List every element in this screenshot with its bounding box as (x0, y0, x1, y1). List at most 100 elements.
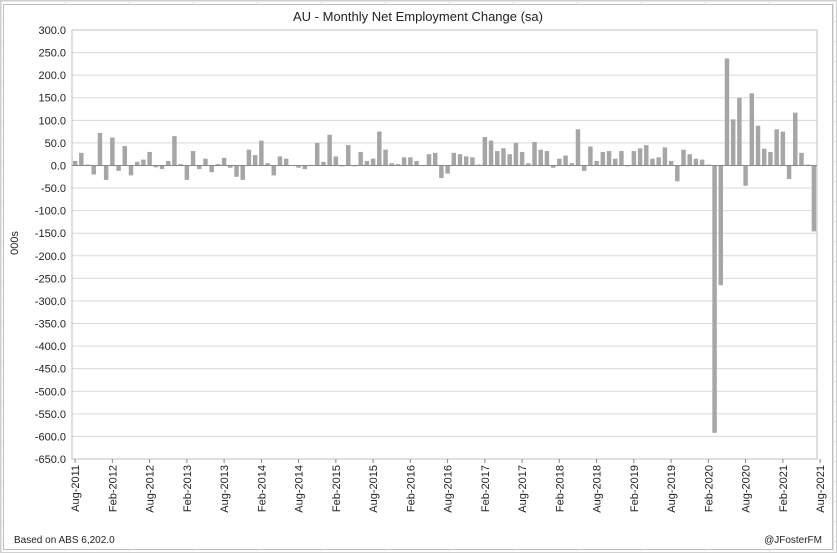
bar[interactable] (277, 156, 283, 166)
bar[interactable] (600, 151, 606, 166)
bar[interactable] (147, 151, 152, 166)
bar[interactable] (271, 165, 277, 176)
bar[interactable] (749, 93, 755, 166)
bar[interactable] (72, 160, 78, 166)
bar[interactable] (128, 165, 134, 176)
bar[interactable] (265, 163, 270, 166)
bar[interactable] (662, 147, 668, 166)
bar[interactable] (768, 151, 773, 166)
bar[interactable] (526, 163, 531, 166)
bar[interactable] (786, 165, 792, 180)
bar[interactable] (358, 151, 363, 166)
bar[interactable] (482, 137, 488, 166)
bar[interactable] (97, 132, 103, 166)
bar[interactable] (103, 165, 109, 180)
bar[interactable] (637, 148, 643, 166)
bar[interactable] (575, 129, 581, 166)
bar[interactable] (557, 158, 562, 166)
bar[interactable] (408, 157, 413, 166)
bar[interactable] (165, 160, 171, 166)
bar[interactable] (134, 161, 140, 166)
bar[interactable] (501, 148, 506, 166)
bar[interactable] (507, 154, 512, 166)
bar[interactable] (203, 158, 208, 166)
bar[interactable] (432, 152, 438, 166)
bar[interactable] (110, 137, 115, 166)
bar[interactable] (321, 161, 326, 166)
bar[interactable] (681, 149, 686, 166)
bar[interactable] (513, 142, 519, 166)
bar[interactable] (383, 149, 388, 166)
bar[interactable] (414, 160, 419, 166)
bar[interactable] (401, 157, 407, 166)
bar[interactable] (141, 159, 146, 166)
bar[interactable] (799, 152, 804, 166)
bar[interactable] (793, 112, 798, 166)
bar[interactable] (159, 165, 165, 170)
bar[interactable] (364, 160, 370, 166)
bar[interactable] (377, 131, 382, 166)
bar[interactable] (221, 157, 227, 166)
bar[interactable] (426, 154, 432, 166)
bar[interactable] (79, 152, 84, 166)
bar[interactable] (693, 158, 699, 166)
bar[interactable] (209, 165, 214, 173)
bar[interactable] (606, 151, 612, 166)
bar[interactable] (172, 136, 177, 166)
bar[interactable] (650, 158, 655, 166)
bar[interactable] (451, 152, 457, 166)
bar[interactable] (730, 119, 736, 166)
bar[interactable] (296, 165, 301, 168)
bar[interactable] (538, 149, 543, 166)
bar[interactable] (644, 145, 649, 166)
bar[interactable] (699, 159, 705, 166)
bar[interactable] (581, 165, 587, 171)
bar[interactable] (755, 125, 761, 166)
bar[interactable] (215, 164, 221, 166)
bar[interactable] (197, 165, 202, 170)
bar[interactable] (228, 165, 233, 168)
bar[interactable] (283, 158, 289, 166)
bar[interactable] (495, 151, 500, 166)
bar[interactable] (240, 165, 245, 180)
bar[interactable] (563, 155, 568, 166)
bar[interactable] (743, 165, 748, 186)
bar[interactable] (178, 164, 183, 166)
bar[interactable] (445, 165, 450, 174)
bar[interactable] (184, 165, 190, 180)
bar[interactable] (588, 146, 593, 166)
bar[interactable] (91, 165, 96, 175)
bar[interactable] (116, 165, 121, 171)
bar[interactable] (631, 151, 637, 166)
bar[interactable] (612, 158, 618, 166)
bar[interactable] (389, 163, 394, 166)
bar[interactable] (532, 141, 537, 166)
bar[interactable] (259, 140, 264, 166)
bar[interactable] (656, 157, 661, 166)
bar[interactable] (718, 165, 724, 286)
bar[interactable] (619, 151, 624, 166)
bar[interactable] (470, 157, 475, 166)
bar[interactable] (395, 164, 401, 166)
bar[interactable] (780, 131, 786, 166)
bar[interactable] (544, 151, 550, 166)
bar[interactable] (246, 149, 252, 166)
bar[interactable] (687, 154, 692, 166)
bar[interactable] (190, 151, 196, 166)
bar[interactable] (153, 165, 159, 168)
bar[interactable] (811, 165, 817, 232)
bar[interactable] (439, 165, 444, 179)
bar[interactable] (774, 129, 779, 166)
bar[interactable] (519, 151, 525, 166)
bar[interactable] (569, 163, 575, 166)
bar[interactable] (488, 140, 494, 166)
bar[interactable] (675, 165, 680, 182)
bar[interactable] (457, 154, 463, 166)
bar[interactable] (370, 158, 376, 166)
bar[interactable] (463, 156, 469, 166)
bar[interactable] (122, 146, 128, 166)
bar[interactable] (594, 160, 599, 166)
bar[interactable] (550, 165, 556, 168)
bar[interactable] (761, 148, 767, 166)
bar[interactable] (712, 165, 717, 433)
